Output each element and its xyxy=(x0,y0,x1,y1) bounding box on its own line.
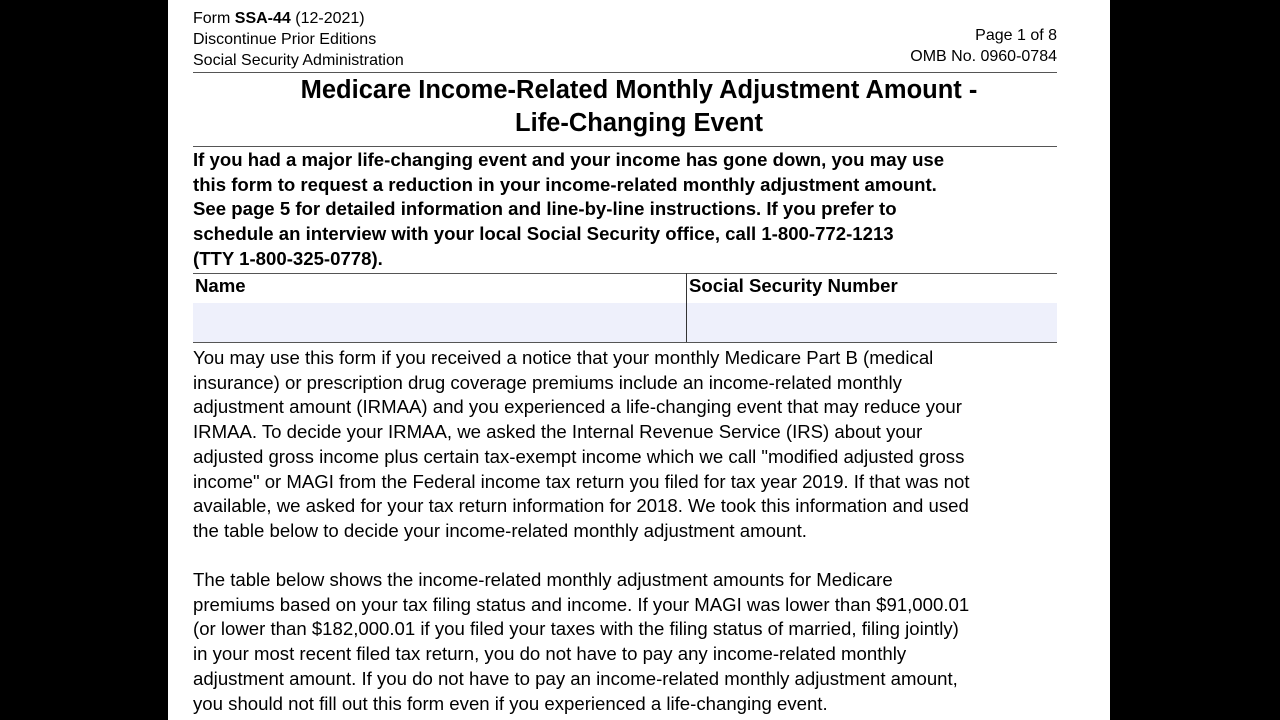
intro-line: (TTY 1-800-325-0778). xyxy=(193,247,383,269)
divider xyxy=(193,72,1057,73)
intro-line: this form to request a reduction in your… xyxy=(193,173,937,195)
body-line: the table below to decide your income-re… xyxy=(193,519,807,541)
divider xyxy=(193,342,1057,343)
intro-line: schedule an interview with your local So… xyxy=(193,223,894,245)
form-date: (12-2021) xyxy=(290,10,365,27)
omb-number: OMB No. 0960-0784 xyxy=(910,48,1057,65)
body-line: IRMAA. To decide your IRMAA, we asked th… xyxy=(193,421,923,443)
discontinue-note: Discontinue Prior Editions xyxy=(193,31,377,48)
body-line: in your most recent filed tax return, yo… xyxy=(193,643,907,665)
form-id-line: Form SSA-44 (12-2021) xyxy=(193,8,404,29)
body-line: adjusted gross income plus certain tax-e… xyxy=(193,445,965,467)
page-number: Page 1 of 8 xyxy=(975,27,1057,44)
form-header-right: Page 1 of 8 OMB No. 0960-0784 xyxy=(910,25,1057,67)
body-line: premiums based on your tax filing status… xyxy=(193,593,970,615)
body-line: You may use this form if you received a … xyxy=(193,347,934,368)
page-title: Medicare Income-Related Monthly Adjustme… xyxy=(300,76,978,104)
form-prefix: Form xyxy=(193,10,235,27)
divider xyxy=(193,273,1057,274)
body-line: adjustment amount (IRMAA) and you experi… xyxy=(193,396,962,418)
intro-line: See page 5 for detailed information and … xyxy=(193,198,897,220)
divider xyxy=(193,146,1057,147)
body-line: The table below shows the income-related… xyxy=(193,569,893,590)
body-line: income" or MAGI from the Federal income … xyxy=(193,470,970,492)
name-label: Name xyxy=(195,275,246,296)
form-id: SSA-44 xyxy=(234,10,291,27)
body-line: available, we asked for your tax return … xyxy=(193,495,969,517)
form-header-left: Form SSA-44 (12-2021) Discontinue Prior … xyxy=(193,8,404,71)
page-subtitle: Life-Changing Event xyxy=(515,109,763,137)
ssn-input[interactable] xyxy=(687,303,1057,342)
intro-line: If you had a major life-changing event a… xyxy=(193,149,945,170)
body-line: adjustment amount. If you do not have to… xyxy=(193,667,958,689)
field-separator xyxy=(686,273,687,342)
agency-name: Social Security Administration xyxy=(193,52,404,69)
body-line: insurance) or prescription drug coverage… xyxy=(193,371,902,393)
body-line: (or lower than $182,000.01 if you filed … xyxy=(193,618,959,640)
ssn-label: Social Security Number xyxy=(689,275,898,296)
body-line: you should not fill out this form even i… xyxy=(193,692,828,714)
document-page: Form SSA-44 (12-2021) Discontinue Prior … xyxy=(168,0,1110,720)
name-input[interactable] xyxy=(193,303,686,342)
